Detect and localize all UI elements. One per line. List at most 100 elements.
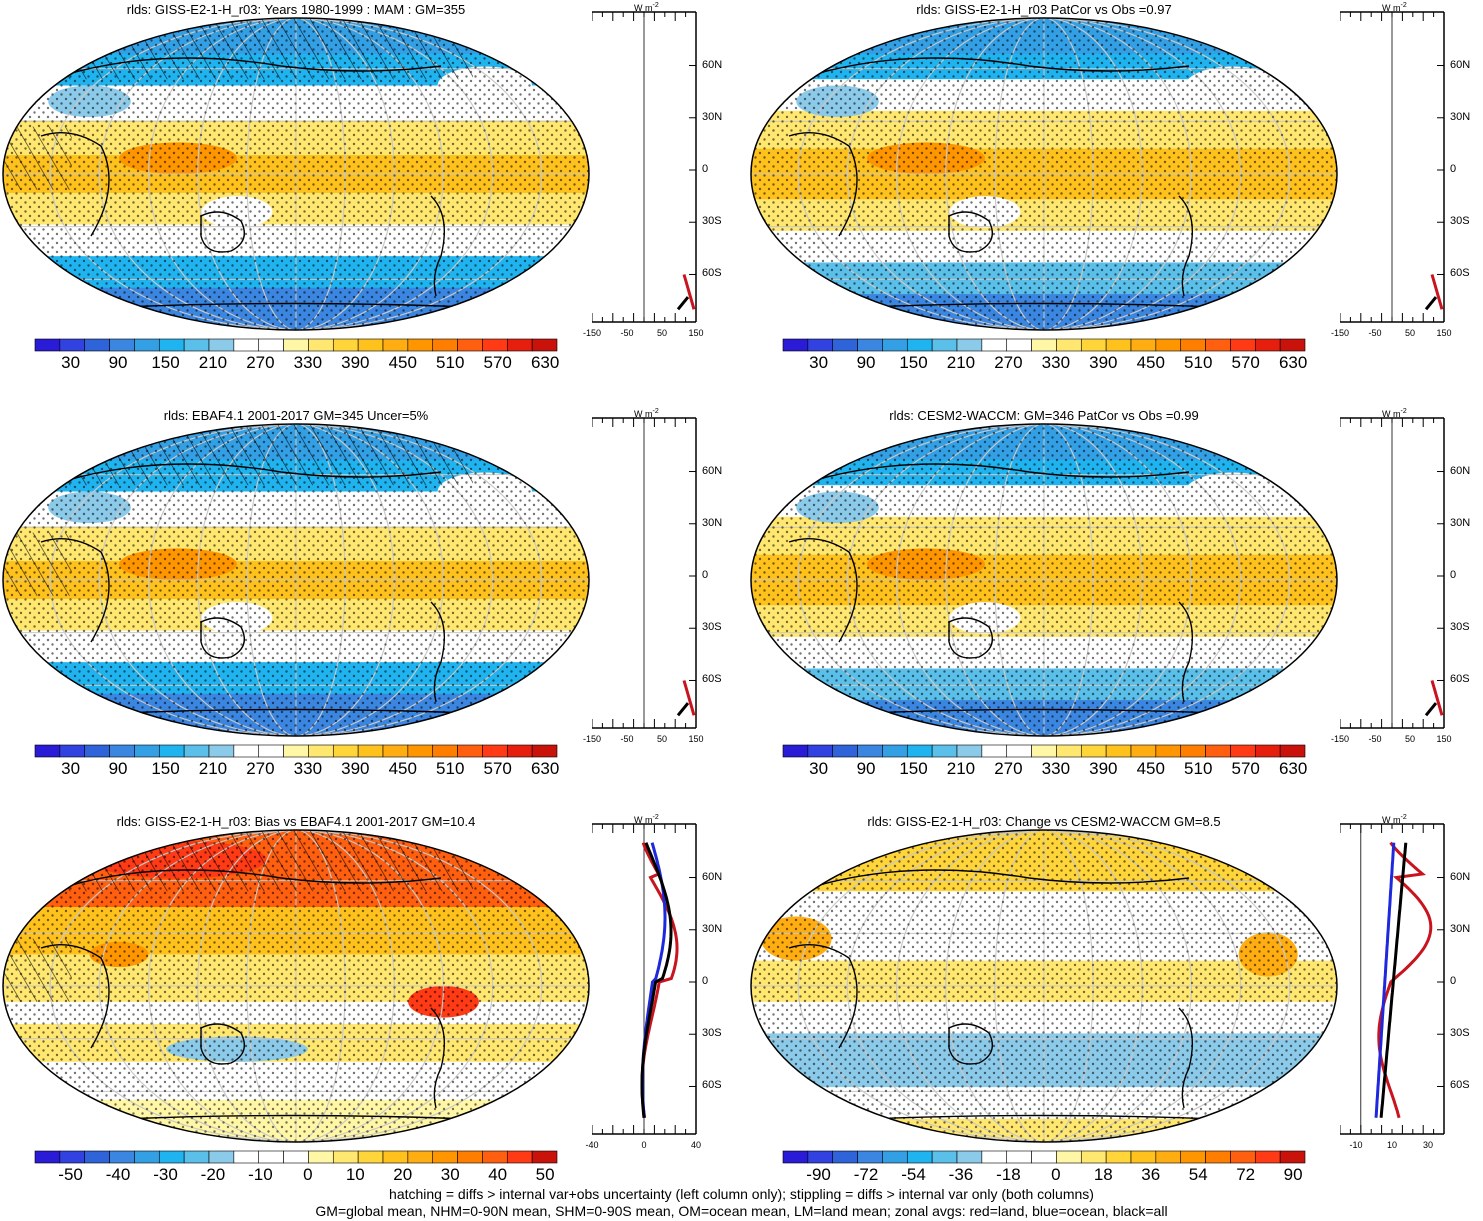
unit-exponent: -2 [652, 814, 659, 821]
colorbar-label: 330 [1041, 353, 1071, 372]
map-frame [2, 829, 590, 1143]
colorbar-box [382, 744, 409, 758]
zonal-unit: W m-2 [1382, 408, 1407, 419]
colorbar-box [1031, 338, 1057, 352]
zonal-x-tick: 10 [1386, 1140, 1398, 1150]
zonal-lat-label: 60S [1450, 1079, 1470, 1092]
colorbar-box [432, 744, 458, 758]
panel-5: rlds: GISS-E2-1-H_r03: Bias vs EBAF4.1 2… [0, 812, 735, 1212]
zonal-mean-plot [592, 823, 697, 1135]
colorbar-label: 390 [1089, 759, 1118, 778]
colorbar-box [931, 1150, 958, 1164]
colorbar-box [134, 338, 160, 352]
zonal-lat-label: 30N [1450, 516, 1471, 529]
zonal-x-tick: 0 [641, 1140, 647, 1150]
zonal-lat-label: 60S [1450, 673, 1470, 686]
colorbar-box [531, 338, 558, 352]
zonal-lat-label: 0 [702, 975, 709, 987]
colorbar-label: 630 [1278, 759, 1308, 778]
colorbar-box [1130, 338, 1157, 352]
colorbar-box [258, 1150, 284, 1164]
colorbar-box [1180, 1150, 1206, 1164]
colorbar-box [882, 338, 908, 352]
colorbar-box [906, 744, 933, 758]
unit-exponent: -2 [652, 2, 659, 9]
colorbar-label: -10 [248, 1165, 273, 1184]
colorbar-label: 210 [946, 759, 976, 778]
colorbar-box [882, 744, 908, 758]
colorbar-label: -72 [853, 1165, 879, 1184]
colorbar [782, 1150, 1306, 1164]
colorbar-label: 90 [108, 353, 128, 372]
colorbar-label: 270 [246, 353, 275, 372]
colorbar-box [283, 1150, 309, 1164]
zonal-x-tick: 150 [688, 734, 704, 744]
colorbar-label: 10 [345, 1165, 365, 1184]
colorbar-box [208, 338, 235, 352]
colorbar-label: 150 [151, 759, 180, 778]
colorbar-label: 270 [246, 759, 275, 778]
colorbar-label: 630 [1278, 353, 1308, 372]
colorbar-label: 18 [1093, 1165, 1113, 1184]
colorbar-label: 0 [303, 1165, 313, 1184]
colorbar-label: -36 [948, 1165, 974, 1184]
colorbar-label: 90 [856, 353, 876, 372]
colorbar-box [1105, 744, 1132, 758]
zonal-lat-label: 60N [1450, 58, 1471, 71]
zonal-unit: W m-2 [634, 814, 659, 825]
colorbar-label: 390 [1089, 353, 1118, 372]
colorbar-box [332, 1150, 359, 1164]
zonal-lat-label: 30N [1450, 110, 1471, 123]
unit-exponent: -2 [1400, 408, 1407, 415]
panel-2: rlds: GISS-E2-1-H_r03 PatCor vs Obs =0.9… [748, 0, 1483, 400]
colorbar-box [1279, 338, 1306, 352]
colorbar-box [482, 744, 508, 758]
colorbar-box [506, 338, 533, 352]
colorbar-label: 390 [341, 353, 370, 372]
colorbar-box [782, 744, 809, 758]
colorbar-box [208, 1150, 235, 1164]
colorbar [34, 338, 558, 352]
all-mean-line [676, 702, 690, 717]
land-mean-line [1430, 680, 1444, 716]
colorbar-box [1205, 338, 1231, 352]
colorbar-label: 150 [151, 353, 180, 372]
colorbar-box [1031, 744, 1057, 758]
colorbar-box [109, 744, 135, 758]
colorbar-label: 150 [899, 759, 928, 778]
colorbar-box [482, 338, 508, 352]
map-frame [750, 17, 1338, 331]
zonal-lat-label: 30S [1450, 1027, 1470, 1040]
colorbar-label: 72 [1236, 1165, 1256, 1184]
zonal-x-tick: 150 [688, 328, 704, 338]
colorbar [34, 1150, 558, 1164]
zonal-mean-plot [1340, 823, 1445, 1135]
colorbar-box [981, 1150, 1008, 1164]
colorbar-box [1254, 1150, 1281, 1164]
robinson-map [2, 829, 590, 1143]
panel-title: rlds: GISS-E2-1-H_r03: Bias vs EBAF4.1 2… [116, 814, 476, 829]
colorbar-label: -54 [901, 1165, 926, 1184]
colorbar-box [956, 338, 983, 352]
all-mean-line [676, 296, 690, 311]
zonal-x-tick: -150 [582, 734, 602, 744]
colorbar-label: 330 [293, 759, 323, 778]
colorbar-box [1230, 1150, 1256, 1164]
colorbar-label: 210 [198, 759, 228, 778]
colorbar-label: 570 [483, 353, 512, 372]
colorbar-box [283, 338, 309, 352]
colorbar-label: 570 [1231, 759, 1260, 778]
zonal-x-tick: -150 [1330, 328, 1350, 338]
colorbar-label: 630 [530, 353, 560, 372]
colorbar-box [1130, 1150, 1157, 1164]
colorbar-label: -90 [806, 1165, 831, 1184]
zonal-lat-label: 0 [702, 569, 709, 581]
zonal-x-tick: 50 [1404, 328, 1416, 338]
colorbar-box [457, 1150, 483, 1164]
colorbar-box [432, 1150, 458, 1164]
zonal-x-tick: -10 [1349, 1140, 1363, 1150]
stippling [751, 830, 1337, 1142]
zonal-lat-label: 0 [1450, 569, 1457, 581]
colorbar-box [1080, 1150, 1107, 1164]
colorbar-box [308, 1150, 334, 1164]
